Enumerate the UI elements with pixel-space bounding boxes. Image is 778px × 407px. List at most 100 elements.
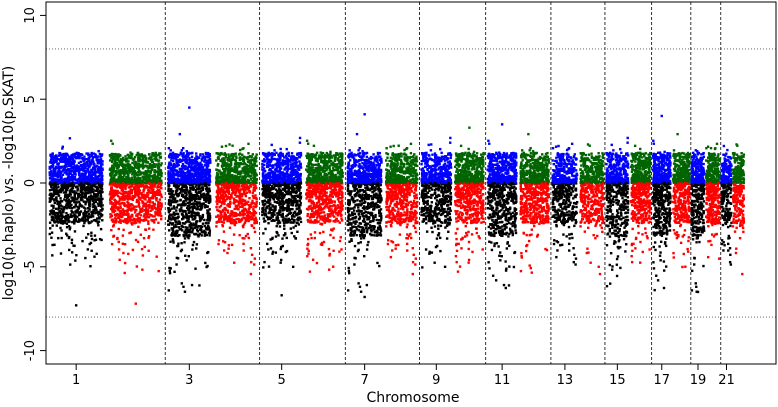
data-point (181, 183, 183, 185)
data-point (60, 229, 62, 231)
data-point (115, 161, 117, 163)
data-point (95, 171, 97, 173)
data-point (247, 169, 249, 171)
data-point (90, 234, 92, 236)
data-point (201, 226, 203, 228)
data-point (86, 189, 88, 191)
data-point (116, 181, 118, 183)
data-point (220, 205, 222, 207)
data-point (51, 224, 53, 226)
data-point (94, 174, 96, 176)
data-point (184, 210, 186, 212)
data-point (175, 263, 177, 265)
data-point (176, 154, 178, 156)
data-point (217, 210, 219, 212)
data-point (100, 228, 102, 230)
data-point (188, 205, 190, 207)
data-point (154, 185, 156, 187)
data-point (67, 160, 69, 162)
data-point (225, 154, 227, 156)
data-point (242, 225, 244, 227)
data-point (152, 215, 154, 217)
data-point (184, 203, 186, 205)
data-point (175, 221, 177, 223)
data-point (74, 259, 76, 261)
data-point (169, 196, 171, 198)
data-point (85, 237, 87, 239)
data-point (155, 193, 157, 195)
data-point (97, 150, 99, 152)
data-point (184, 172, 186, 174)
data-point (173, 218, 175, 220)
data-point (195, 159, 197, 161)
data-point (170, 159, 172, 161)
data-point (112, 196, 114, 198)
data-point (220, 212, 222, 214)
data-point (240, 162, 242, 164)
data-point (109, 202, 111, 204)
manhattan-plot: -10-505101 3 5 7 9 11 13 15 17 19 21 Chromosome lo… (0, 0, 778, 407)
data-point (86, 164, 88, 166)
data-point (121, 164, 123, 166)
data-point (255, 203, 257, 205)
data-point (197, 162, 199, 164)
data-point (247, 186, 249, 188)
data-point (195, 247, 197, 249)
data-point (128, 209, 130, 211)
data-point (159, 198, 161, 200)
data-point (157, 189, 159, 191)
data-point (127, 178, 129, 180)
data-point (115, 213, 117, 215)
data-point (215, 168, 217, 170)
data-point (56, 179, 58, 181)
data-point (185, 158, 187, 160)
data-point (69, 158, 71, 160)
data-point (99, 184, 101, 186)
data-point (195, 201, 197, 203)
data-point (75, 179, 77, 181)
data-point (195, 182, 197, 184)
data-point (188, 210, 190, 212)
data-point (144, 246, 146, 248)
data-point (60, 171, 62, 173)
data-point (52, 183, 54, 185)
data-point (72, 166, 74, 168)
data-point (253, 174, 255, 176)
data-point (140, 214, 142, 216)
data-point (223, 169, 225, 171)
data-point (181, 229, 183, 231)
data-point (248, 215, 250, 217)
data-point (193, 241, 195, 243)
data-point (91, 190, 93, 192)
data-point (244, 178, 246, 180)
data-point (75, 211, 77, 213)
data-point (222, 175, 224, 177)
data-point (253, 160, 255, 162)
data-point (251, 254, 253, 256)
data-point (230, 210, 232, 212)
data-point (223, 249, 225, 251)
data-point (117, 166, 119, 168)
data-point (53, 189, 55, 191)
data-point (160, 164, 162, 166)
data-point (92, 215, 94, 217)
data-point (247, 173, 249, 175)
data-point (90, 179, 92, 181)
data-point (175, 226, 177, 228)
data-point (117, 164, 119, 166)
data-point (159, 169, 161, 171)
data-point (49, 174, 51, 176)
data-point (96, 165, 98, 167)
data-point (57, 186, 59, 188)
data-point (131, 192, 133, 194)
data-point (221, 215, 223, 217)
data-point (100, 239, 102, 241)
data-point (160, 175, 162, 177)
data-point (186, 198, 188, 200)
data-point (202, 153, 204, 155)
data-point (188, 153, 190, 155)
data-point (192, 228, 194, 230)
data-point (145, 186, 147, 188)
data-point (130, 203, 132, 205)
data-point (181, 170, 183, 172)
